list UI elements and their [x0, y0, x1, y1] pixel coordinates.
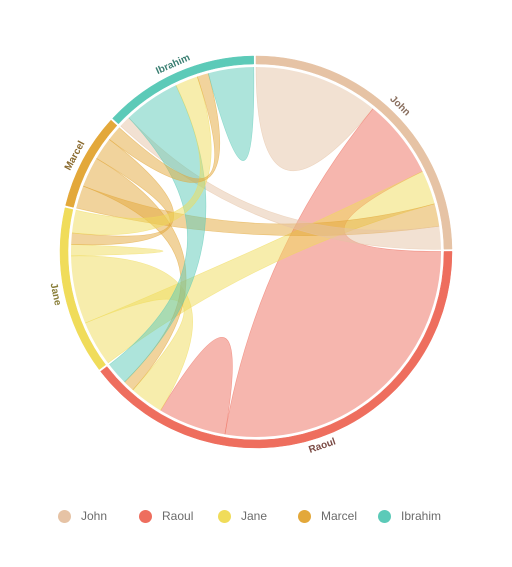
group-arc-raoul[interactable] — [100, 251, 453, 449]
legend-swatch-marcel — [298, 509, 311, 523]
group-arcs-layer — [59, 55, 453, 449]
ribbon-john-raoul[interactable] — [224, 107, 443, 439]
legend-label-jane: Jane — [241, 509, 268, 523]
ribbon-jane-jane[interactable] — [69, 244, 164, 257]
group-arc-marcel[interactable] — [65, 119, 118, 208]
legend-label-marcel: Marcel — [321, 509, 358, 523]
legend-label-raoul: Raoul — [162, 509, 194, 523]
legend-label-john: John — [81, 509, 108, 523]
legend-item-marcel[interactable]: Marcel — [298, 505, 357, 527]
legend-swatch-jane — [218, 509, 231, 523]
legend-item-raoul[interactable]: Raoul — [139, 505, 193, 527]
legend-item-jane[interactable]: Jane — [218, 505, 267, 527]
legend-item-john[interactable]: John — [58, 505, 107, 527]
group-arc-jane[interactable] — [59, 207, 106, 370]
legend-label-ibrahim: Ibrahim — [401, 509, 442, 523]
group-arc-ibrahim[interactable] — [112, 55, 254, 125]
legend-swatch-ibrahim — [378, 509, 391, 523]
group-label-jane: Jane — [48, 282, 64, 307]
legend-item-ibrahim[interactable]: Ibrahim — [378, 505, 441, 527]
legend-swatch-john — [58, 509, 71, 523]
legend-swatch-raoul — [139, 509, 152, 523]
legend: John Raoul Jane Marcel Ibrahim — [0, 505, 512, 527]
group-arc-john[interactable] — [255, 55, 453, 250]
inner-rim — [69, 65, 443, 439]
ribbons-layer — [69, 65, 443, 439]
